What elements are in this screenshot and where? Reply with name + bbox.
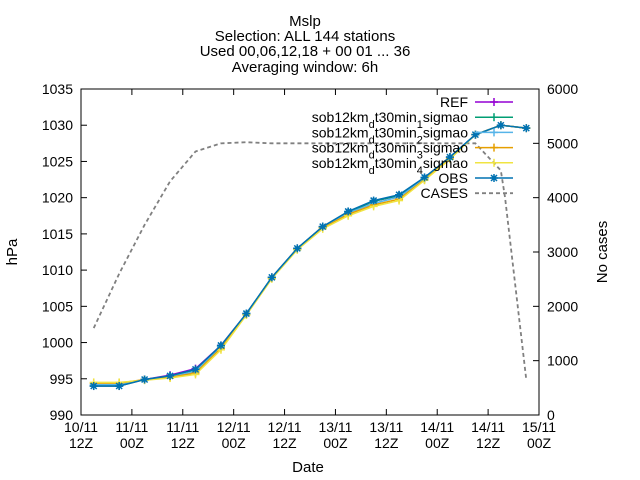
x-tick-label-hour: 12Z [171,435,196,451]
data-point [524,125,529,131]
y-axis-label: hPa [4,238,21,265]
legend: REFsob12kmdt30min1sigmaosob12kmdt30min2s… [312,94,513,201]
x-tick-label-date: 12/11 [217,419,251,435]
x-tick-label-hour: 12Z [69,435,94,451]
data-point [218,343,224,348]
x-tick-label-date: 14/11 [420,419,454,435]
legend-label: sob12kmdt30min1sigmao [312,109,468,131]
legend-label: sob12kmdt30min4sigmao [312,155,468,177]
y2-tick-label: 3000 [547,244,578,260]
legend-label: REF [440,94,468,110]
title-line-4: Averaging window: 6h [232,59,378,76]
data-point [345,209,351,214]
legend-label: OBS [438,170,468,186]
series-line-5 [93,124,527,387]
y-tick-label: 1020 [42,190,73,206]
data-point [116,383,122,389]
legend-label: sob12kmdt30min2sigmao [312,124,468,146]
y-tick-label: 995 [50,371,74,387]
x-tick-label-date: 11/11 [166,419,199,435]
x-axis-label: Date [292,459,324,476]
x-tick-label-date: 14/11 [471,419,505,435]
chart-title: Mslp Selection: ALL 144 stations Used 00… [200,13,411,76]
y2-tick-label: 0 [547,407,555,423]
data-point [193,367,198,372]
y2-tick-label: 5000 [547,135,578,151]
data-point [422,175,427,180]
series-line-4 [93,124,527,384]
x-tick-label-hour: 00Z [425,435,450,451]
data-point [269,275,275,280]
y-tick-label: 1030 [42,117,73,133]
plot-frame [80,88,540,416]
x-tick-label-date: 13/11 [369,419,403,435]
x-tick-label-hour: 00Z [222,435,247,451]
y-tick-label: 990 [50,407,74,423]
x-tick-label-hour: 00Z [527,435,552,451]
y-tick-label: 1025 [42,153,73,169]
y2-tick-label: 2000 [547,298,578,314]
y2-axis-label: No cases [594,221,611,284]
y-tick-label: 1010 [42,262,73,278]
series-group-5 [89,121,531,391]
data-point [167,373,173,379]
title-line-2: Selection: ALL 144 stations [215,28,395,45]
data-point [498,123,504,128]
data-point [447,154,453,160]
data-point [295,246,300,251]
data-point [396,192,402,197]
y-tick-label: 1000 [42,335,73,351]
y-tick-label: 1035 [42,81,73,97]
x-tick-label-hour: 00Z [120,435,145,451]
title-line-1: Mslp [289,13,321,30]
data-point [320,224,325,229]
legend-label: sob12kmdt30min3sigmao [312,140,468,162]
x-tick-label-hour: 12Z [476,435,501,451]
x-tick-label-hour: 12Z [272,435,297,451]
y-tick-label: 1005 [42,298,73,314]
x-tick-label-date: 11/11 [115,419,148,435]
x-tick-label-date: 12/11 [268,419,302,435]
axes: 9909951000100510101015102010251030103501… [42,81,579,451]
y2-tick-label: 1000 [547,353,578,369]
x-tick-label-hour: 00Z [323,435,348,451]
data-point [91,383,96,389]
title-line-3: Used 00,06,12,18 + 00 01 ... 36 [200,43,411,60]
y-tick-label: 1015 [42,226,73,242]
data-point [244,311,249,316]
data-point [142,377,147,382]
legend-marker [491,175,497,181]
x-tick-label-date: 10/11 [64,419,98,435]
x-tick-label-date: 13/11 [318,419,352,435]
x-tick-label-hour: 12Z [374,435,399,451]
data-point [371,198,376,203]
y2-tick-label: 4000 [547,190,578,206]
y2-tick-label: 6000 [547,81,578,97]
data-point [473,132,478,137]
x-tick-label-date: 15/11 [522,419,556,435]
legend-label: CASES [421,185,468,201]
